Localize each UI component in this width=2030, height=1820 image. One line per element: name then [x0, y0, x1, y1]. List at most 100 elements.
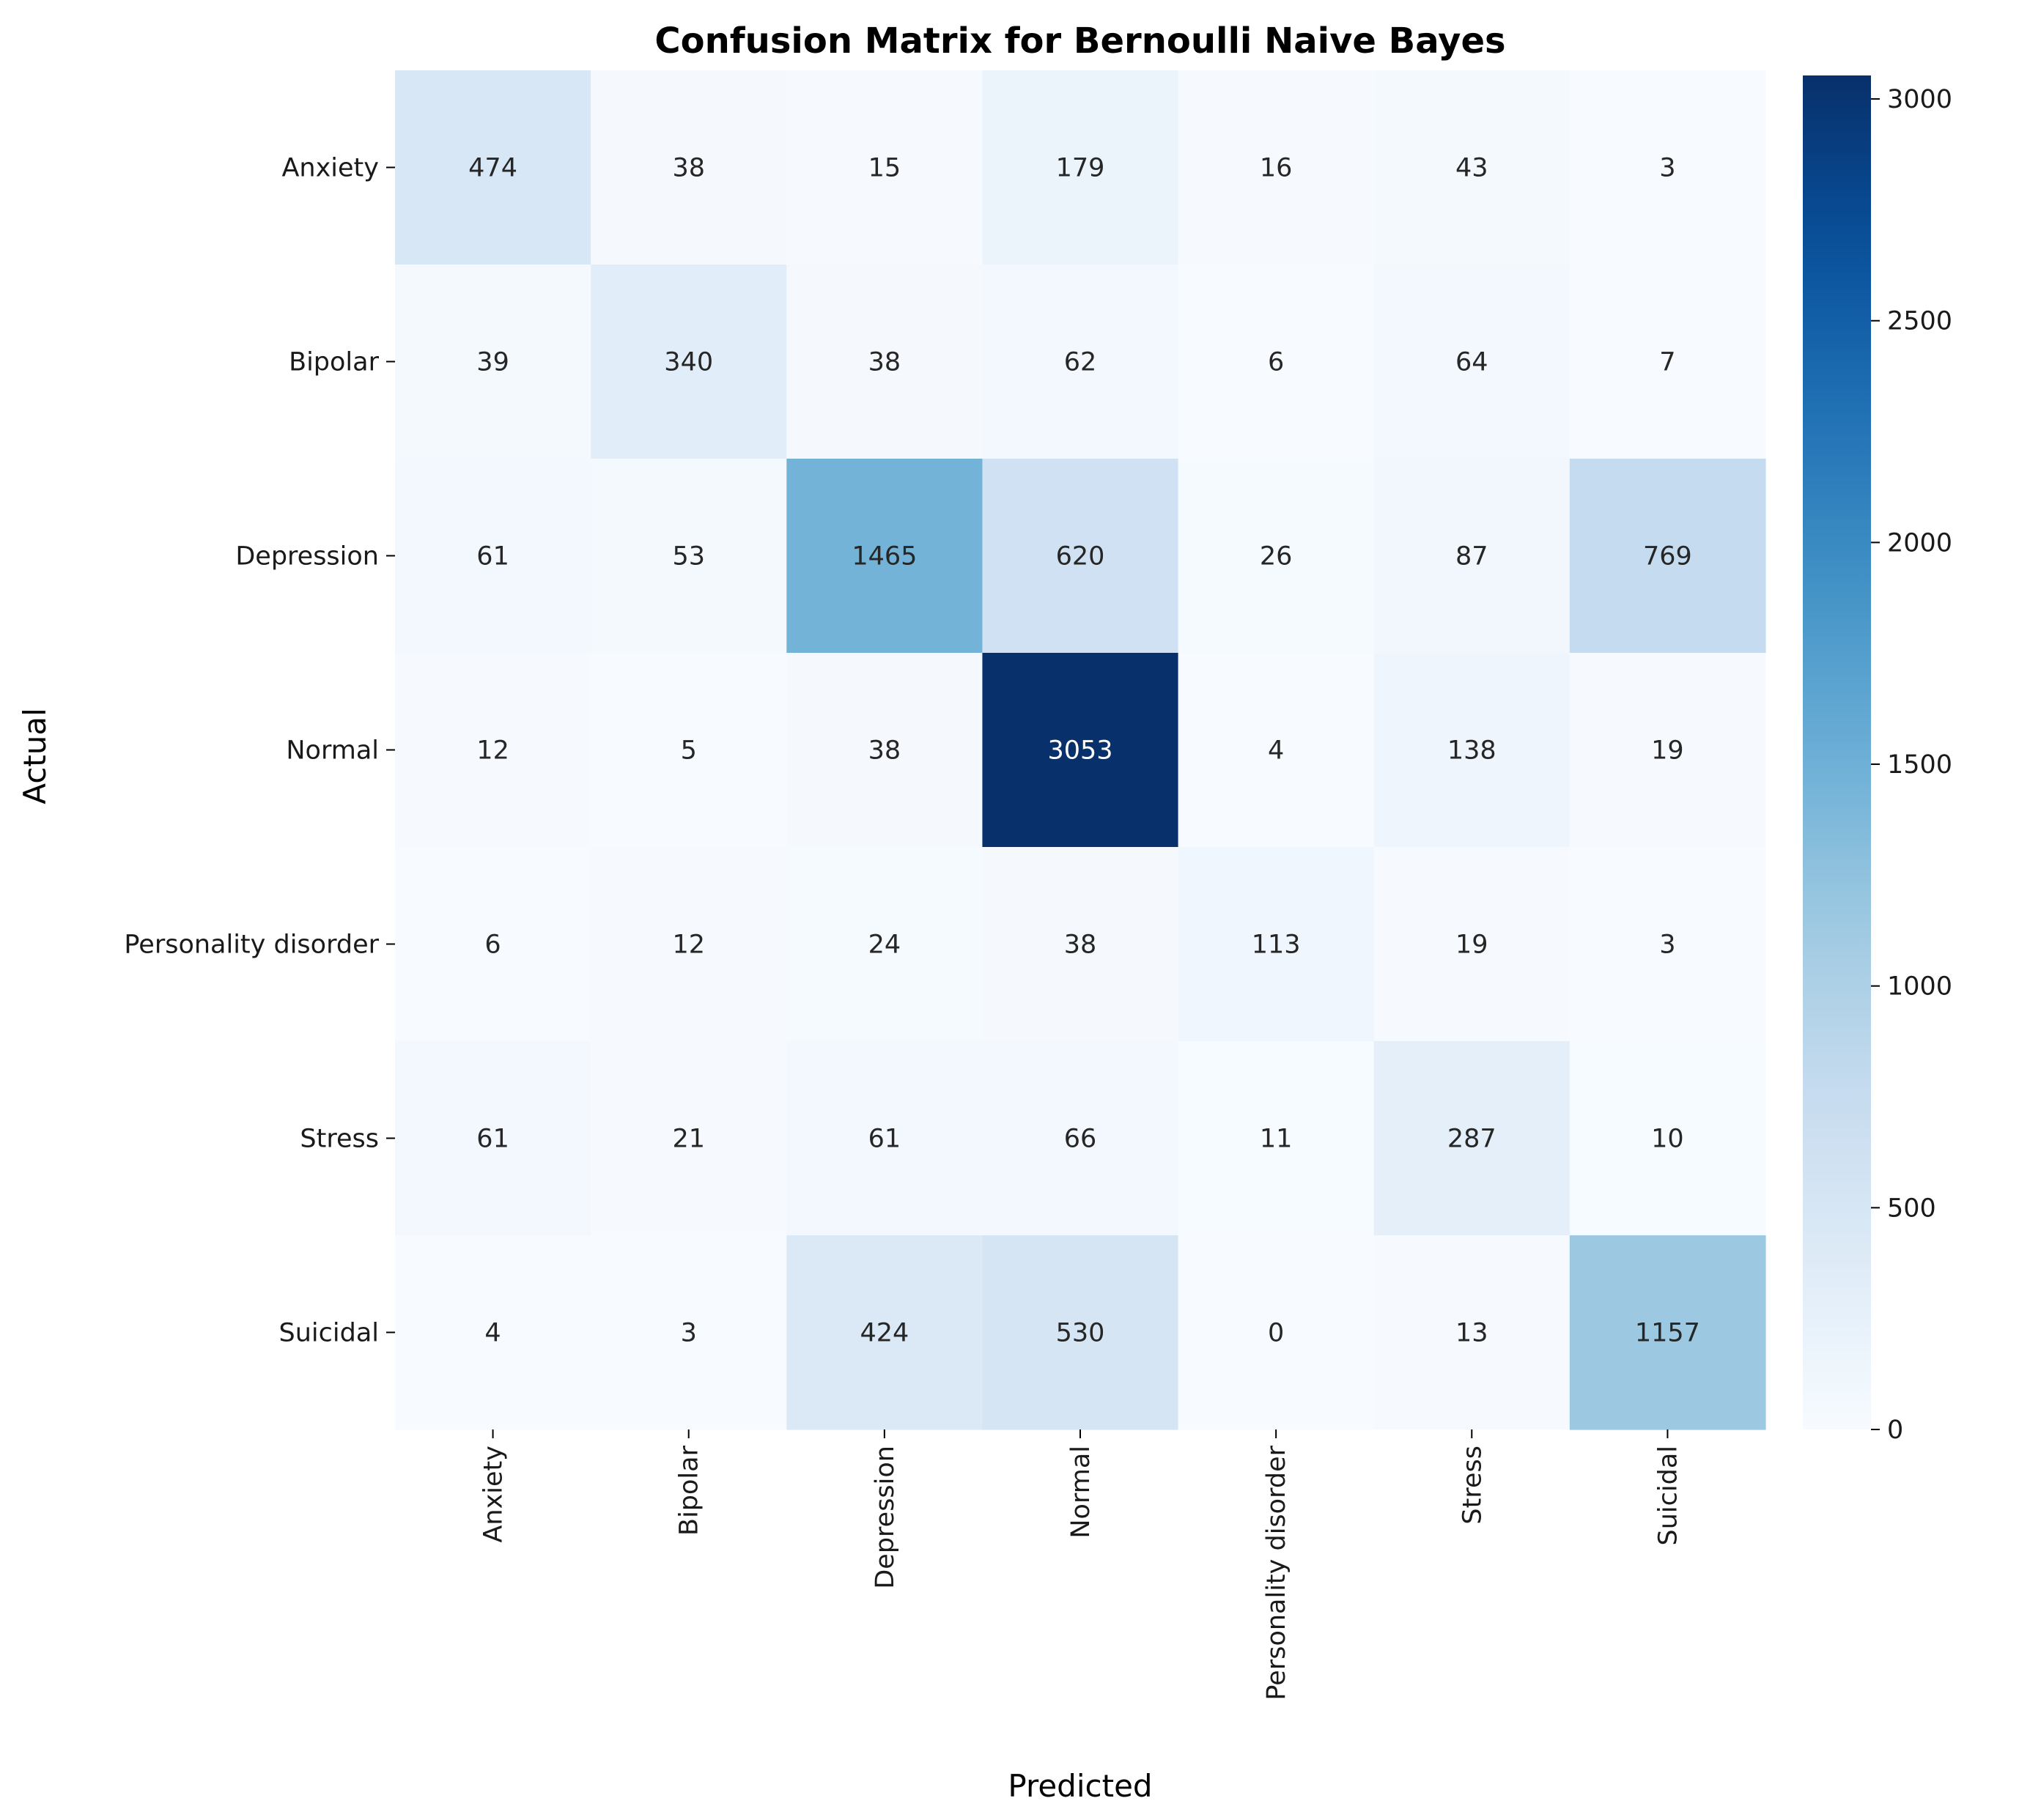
- y-tick-label: Stress: [300, 1125, 379, 1154]
- heatmap-cell: [982, 653, 1179, 848]
- heatmap-cell: [1178, 70, 1375, 265]
- cell-value-label: 38: [672, 154, 705, 183]
- cell-value-label: 287: [1447, 1125, 1496, 1154]
- heatmap-cell: [1569, 265, 1766, 459]
- cell-value-label: 21: [672, 1125, 705, 1154]
- heatmap-cell: [982, 70, 1179, 265]
- cell-value-label: 5: [681, 736, 697, 766]
- heatmap-cell: [591, 847, 787, 1042]
- heatmap-cell: [1178, 459, 1375, 654]
- cell-value-label: 4: [484, 1319, 501, 1348]
- heatmap-cell: [395, 459, 591, 654]
- heatmap-cell: [1569, 459, 1766, 654]
- cell-value-label: 19: [1455, 931, 1488, 960]
- heatmap-cell: [395, 1041, 591, 1236]
- heatmap-cell: [395, 1235, 591, 1430]
- cell-value-label: 61: [476, 542, 509, 571]
- heatmap-cell: [786, 70, 983, 265]
- colorbar-tick-label: 500: [1887, 1194, 1936, 1223]
- heatmap-cell: [1373, 653, 1571, 848]
- y-tick-label: Anxiety: [281, 154, 379, 183]
- x-axis-ticks: Anxiety Bipolar Depression Normal Personalit…: [479, 1429, 1683, 1701]
- cell-value-label: 38: [1064, 931, 1097, 960]
- cell-value-label: 3: [1659, 154, 1675, 183]
- cell-value-label: 61: [476, 1125, 509, 1154]
- heatmap-cell: [786, 1041, 983, 1236]
- cell-value-label: 38: [868, 348, 901, 377]
- heatmap-cell: [1178, 1235, 1375, 1430]
- y-tick-label: Normal: [286, 736, 379, 766]
- cell-value-label: 6: [484, 931, 501, 960]
- x-tick-label: Suicidal: [1653, 1446, 1683, 1545]
- y-tick-label: Depression: [235, 542, 379, 571]
- x-tick-label: Bipolar: [675, 1445, 704, 1536]
- heatmap-cell: [591, 265, 787, 459]
- heatmap-cell: [1373, 1041, 1571, 1236]
- cell-value-label: 66: [1064, 1125, 1097, 1154]
- cell-value-label: 16: [1260, 154, 1293, 183]
- heatmap-cell: [591, 653, 787, 848]
- heatmap-cell: [1373, 1235, 1571, 1430]
- y-tick-label: Suicidal: [279, 1319, 379, 1348]
- cell-value-label: 1465: [852, 542, 917, 571]
- heatmap-cell-labels: 474 38 15 179 16 43 339 340 38 62 6 64 761 53 1465 620 2…: [468, 154, 1700, 1348]
- cell-value-label: 12: [476, 736, 509, 766]
- x-tick-label: Personality disorder: [1262, 1445, 1291, 1700]
- cell-value-label: 15: [868, 154, 901, 183]
- cell-value-label: 10: [1651, 1125, 1684, 1154]
- heatmap-cell: [1373, 459, 1571, 654]
- heatmap-cell: [786, 265, 983, 459]
- heatmap-cell: [786, 847, 983, 1042]
- colorbar-tick-label: 2500: [1887, 307, 1952, 336]
- heatmap-cell: [1178, 847, 1375, 1042]
- x-tick-label: Depression: [871, 1446, 900, 1589]
- cell-value-label: 530: [1056, 1319, 1105, 1348]
- heatmap-cell: [1569, 1041, 1766, 1236]
- heatmap-cell: [786, 1235, 983, 1430]
- cell-value-label: 61: [868, 1125, 901, 1154]
- cell-value-label: 13: [1455, 1319, 1488, 1348]
- cell-value-label: 620: [1056, 542, 1105, 571]
- heatmap-cell: [1569, 70, 1766, 265]
- cell-value-label: 19: [1651, 736, 1684, 766]
- heatmap-cell: [395, 653, 591, 848]
- y-axis-label: Actual: [17, 708, 53, 804]
- cell-value-label: 24: [868, 931, 901, 960]
- heatmap-cell: [591, 70, 787, 265]
- heatmap-cell: [982, 459, 1179, 654]
- x-axis-label: Predicted: [1008, 1768, 1152, 1804]
- heatmap-cell: [982, 847, 1179, 1042]
- cell-value-label: 424: [860, 1319, 909, 1348]
- cell-value-label: 1157: [1635, 1319, 1700, 1348]
- cell-value-label: 62: [1064, 348, 1097, 377]
- colorbar: 0 500 1000 1500 2000 2500 3000: [1803, 75, 1952, 1445]
- x-tick-label: Anxiety: [479, 1446, 509, 1543]
- heatmap-cell: [982, 265, 1179, 459]
- cell-value-label: 6: [1268, 348, 1284, 377]
- cell-value-label: 12: [672, 931, 705, 960]
- cell-value-label: 26: [1260, 542, 1293, 571]
- cell-value-label: 3: [681, 1319, 697, 1348]
- colorbar-tick-label: 3000: [1887, 85, 1952, 114]
- heatmap-cell: [395, 847, 591, 1042]
- heatmap-cell: [591, 459, 787, 654]
- heatmap-cell: [982, 1041, 1179, 1236]
- heatmap-cell: [1373, 70, 1571, 265]
- heatmap-cells: [395, 70, 1766, 1430]
- heatmap-cell: [1569, 847, 1766, 1042]
- cell-value-label: 179: [1056, 154, 1105, 183]
- heatmap-cell: [1178, 653, 1375, 848]
- colorbar-gradient: [1803, 75, 1871, 1429]
- cell-value-label: 138: [1447, 736, 1496, 766]
- colorbar-tick-label: 2000: [1887, 528, 1952, 558]
- cell-value-label: 3: [1659, 931, 1675, 960]
- heatmap-cell: [1373, 265, 1571, 459]
- heatmap-cell: [591, 1235, 787, 1430]
- cell-value-label: 4: [1268, 736, 1284, 766]
- cell-value-label: 64: [1455, 348, 1488, 377]
- heatmap-cell: [395, 265, 591, 459]
- cell-value-label: 43: [1455, 154, 1488, 183]
- heatmap-cell: [786, 459, 983, 654]
- cell-value-label: 113: [1252, 931, 1301, 960]
